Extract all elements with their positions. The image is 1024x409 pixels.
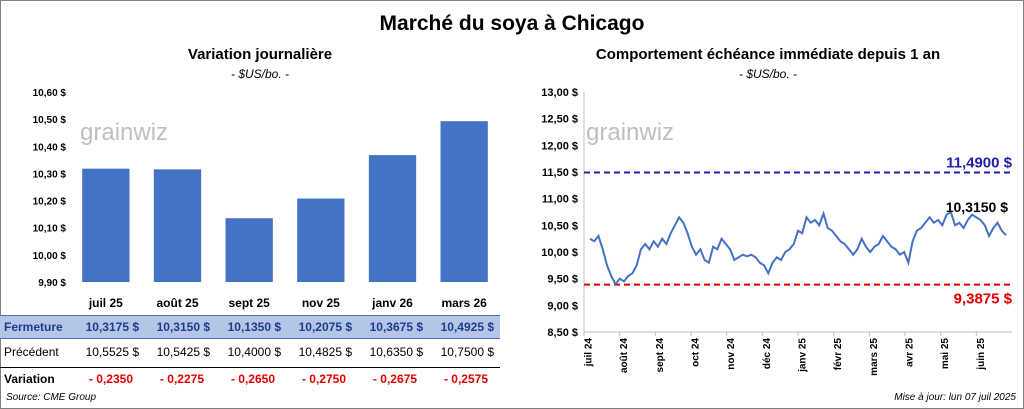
bar	[225, 218, 273, 282]
row-label-fermeture: Fermeture	[4, 320, 63, 334]
y-tick-label: 9,50 $	[547, 274, 578, 286]
x-tick-label: janv 25	[798, 338, 809, 373]
y-tick-label: 10,40 $	[33, 142, 67, 153]
y-tick-label: 10,20 $	[33, 197, 67, 208]
min-reference-label: 9,3875 $	[954, 291, 1013, 308]
x-tick-label: janv 26	[371, 296, 413, 310]
table-cell: 10,3175 $	[85, 320, 139, 334]
y-tick-label: 10,60 $	[33, 88, 67, 99]
line-chart: grainwiz 8,50 $ 9,00 $ 9,50 $ 10,00 $ 10,50 …	[541, 87, 1013, 376]
table-cell: 10,3150 $	[156, 320, 210, 334]
y-tick-label: 12,50 $	[541, 114, 578, 126]
table-cell: 10,7500 $	[440, 345, 494, 359]
table-cell: 10,4000 $	[227, 345, 281, 359]
max-reference-label: 11,4900 $	[946, 155, 1013, 172]
table-cell: - 0,2275	[159, 372, 204, 386]
x-tick-label: nov 25	[302, 296, 340, 310]
y-tick-label: 12,00 $	[541, 140, 578, 152]
y-tick-label: 10,10 $	[33, 224, 67, 235]
table-row-precedent: Précédent 10,5525 $ 10,5425 $ 10,4000 $ …	[0, 341, 500, 363]
source-note: Source: CME Group	[6, 392, 97, 403]
table-cell: - 0,2350	[88, 372, 133, 386]
x-tick-label: juil 25	[88, 296, 123, 310]
x-tick-label: mai 25	[940, 338, 951, 370]
line-chart-watermark: grainwiz	[586, 119, 674, 146]
main-title: Marché du soya à Chicago	[379, 12, 645, 35]
y-tick-label: 10,30 $	[33, 169, 67, 180]
right-chart-title: Comportement échéance immédiate depuis 1…	[595, 46, 941, 63]
y-tick-label: 11,50 $	[542, 167, 578, 179]
table-cell: 10,5425 $	[156, 345, 210, 359]
table-cell: 10,1350 $	[227, 320, 281, 334]
x-tick-label: déc 24	[762, 338, 773, 370]
x-tick-label: mars 25	[869, 338, 880, 376]
bar	[153, 169, 202, 282]
y-tick-label: 10,50 $	[541, 220, 578, 232]
bar	[368, 155, 417, 282]
x-tick-label: mars 26	[441, 296, 487, 310]
last-value-label: 10,3150 $	[946, 199, 1008, 215]
row-label-variation: Variation	[4, 372, 55, 386]
bar	[82, 168, 130, 282]
update-note: Mise à jour: lun 07 juil 2025	[894, 392, 1016, 403]
table-cell: 10,2075 $	[298, 320, 352, 334]
table-cell: - 0,2750	[301, 372, 346, 386]
table-cell: 10,5525 $	[85, 345, 139, 359]
y-tick-label: 8,50 $	[547, 327, 578, 339]
table-cell: 10,6350 $	[369, 345, 423, 359]
x-tick-label: oct 24	[691, 338, 702, 367]
right-chart-subtitle: - $US/bo. -	[738, 67, 798, 81]
bar-chart: grainwiz 9,90 $ 10,00 $ 10,10 $ 10,20 $ 10,3…	[33, 88, 488, 310]
x-tick-label: sept 25	[228, 296, 270, 310]
x-tick-label: juil 24	[584, 338, 595, 368]
y-tick-label: 9,00 $	[547, 300, 578, 312]
table-row-fermeture: Fermeture 10,3175 $ 10,3150 $ 10,1350 $ …	[0, 315, 500, 339]
left-chart-subtitle: - $US/bo. -	[230, 67, 290, 81]
y-tick-label: 10,00 $	[33, 251, 67, 262]
y-tick-label: 13,00 $	[541, 87, 578, 99]
table-cell: 10,3675 $	[369, 320, 423, 334]
bar	[440, 121, 488, 282]
table-cell: 10,4825 $	[298, 345, 352, 359]
bar	[297, 198, 345, 282]
y-tick-label: 9,90 $	[38, 278, 66, 289]
table-cell: 10,4925 $	[440, 320, 494, 334]
x-tick-label: août 25	[156, 296, 198, 310]
y-tick-label: 10,00 $	[541, 247, 578, 259]
x-tick-label: sept 24	[655, 338, 666, 373]
y-tick-label: 10,50 $	[33, 115, 67, 126]
left-chart-title: Variation journalière	[187, 46, 333, 63]
x-tick-label: nov 24	[726, 338, 737, 370]
table-cell: - 0,2675	[372, 372, 417, 386]
price-series-line	[589, 210, 1007, 286]
row-label-precedent: Précédent	[4, 345, 59, 359]
x-tick-label: avr 25	[905, 338, 916, 367]
table-cell: - 0,2650	[230, 372, 275, 386]
table-row-variation: Variation - 0,2350 - 0,2275 - 0,2650 - 0…	[0, 367, 500, 390]
y-tick-label: 11,00 $	[542, 194, 578, 206]
x-tick-label: juin 25	[976, 338, 987, 371]
x-tick-label: août 24	[619, 338, 630, 373]
table-cell: - 0,2575	[443, 372, 488, 386]
x-tick-label: févr 25	[833, 338, 844, 371]
bar-chart-watermark: grainwiz	[80, 119, 168, 146]
